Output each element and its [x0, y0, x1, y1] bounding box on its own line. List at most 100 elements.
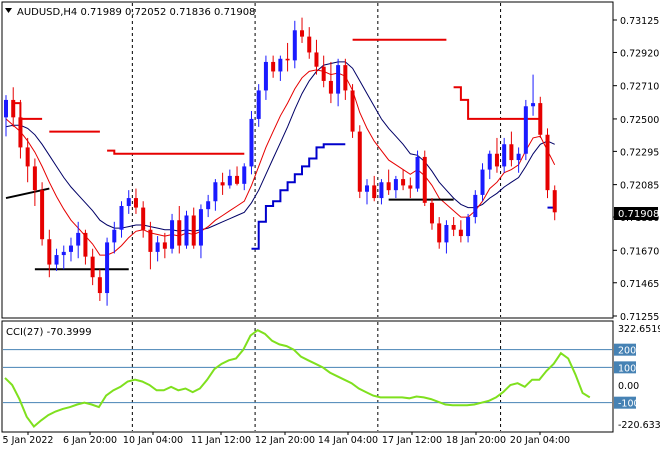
cci-axis-label-2: 100 [618, 363, 636, 374]
candle-body-67 [487, 153, 492, 170]
candle-9 [68, 237, 73, 262]
candle-18 [133, 188, 138, 214]
candle-body-24 [177, 220, 182, 246]
candle-body-55 [401, 179, 406, 186]
candle-body-15 [112, 229, 117, 243]
candle-body-1 [11, 99, 16, 118]
candle-body-39 [285, 58, 290, 61]
candle-11 [83, 229, 88, 265]
candle-body-14 [105, 242, 110, 294]
candle-body-46 [336, 65, 341, 94]
candle-body-61 [444, 224, 449, 243]
candle-body-71 [516, 153, 521, 161]
candle-body-21 [155, 242, 160, 252]
candle-2 [18, 99, 23, 159]
candle-26 [191, 207, 196, 249]
candle-23 [170, 213, 175, 254]
candle-body-53 [386, 182, 391, 191]
candle-body-47 [343, 65, 348, 91]
candle-body-72 [523, 106, 528, 154]
candle-42 [307, 27, 312, 59]
candle-body-12 [90, 256, 95, 278]
candle-30 [220, 172, 225, 195]
candle-body-58 [422, 156, 427, 203]
candle-54 [393, 175, 398, 199]
candle-body-16 [119, 205, 124, 230]
candle-24 [177, 205, 182, 254]
candle-body-31 [227, 175, 232, 186]
price-tick-label-0: 0.73125 [620, 16, 659, 27]
candle-body-54 [393, 179, 398, 191]
candle-body-29 [213, 182, 218, 202]
cci-level-tag-1 [614, 343, 636, 356]
candle-69 [502, 137, 507, 173]
candle-55 [401, 169, 406, 191]
candle-body-68 [494, 153, 499, 167]
candle-15 [112, 221, 117, 254]
candle-65 [473, 190, 478, 224]
candle-body-42 [307, 36, 312, 53]
header-dropdown-icon[interactable] [5, 8, 12, 13]
candle-body-11 [83, 232, 88, 257]
candle-31 [227, 169, 232, 189]
candle-58 [422, 150, 427, 206]
candle-body-76 [552, 190, 557, 213]
candle-body-43 [314, 52, 319, 67]
cci-axis-label-3: 0.00 [618, 381, 639, 392]
candle-body-30 [220, 182, 225, 186]
candle-32 [235, 166, 240, 186]
candle-72 [523, 99, 528, 161]
candle-7 [54, 248, 59, 271]
cci-label: CCI(27) -70.3999 [6, 327, 92, 338]
candle-6 [47, 229, 52, 278]
candle-25 [184, 210, 189, 249]
candle-10 [76, 221, 81, 259]
candle-37 [271, 55, 276, 78]
candle-body-6 [47, 239, 52, 265]
candle-14 [105, 237, 110, 306]
candle-body-60 [437, 223, 442, 243]
candle-body-69 [502, 144, 507, 167]
candle-body-62 [451, 224, 456, 230]
candle-body-45 [328, 80, 333, 94]
candle-20 [148, 221, 153, 270]
stop-segment-5 [453, 86, 541, 120]
price-tick-label-2: 0.72710 [620, 82, 659, 93]
candle-19 [141, 201, 146, 238]
candle-38 [278, 55, 283, 81]
candle-body-3 [25, 147, 30, 167]
candle-body-59 [429, 202, 434, 224]
candle-27 [198, 204, 203, 259]
candle-body-34 [249, 118, 254, 167]
candle-13 [97, 269, 102, 301]
price-tick-label-7: 0.71670 [620, 246, 659, 257]
stop-segment-0 [13, 102, 43, 120]
candle-body-18 [133, 198, 138, 208]
candle-body-36 [263, 61, 268, 91]
candle-body-57 [415, 156, 420, 189]
price-tick-label-9: 0.71255 [620, 312, 659, 323]
candle-8 [61, 245, 66, 270]
candle-body-4 [32, 166, 37, 191]
candle-66 [480, 163, 485, 202]
candle-body-13 [97, 277, 102, 294]
candle-74 [538, 96, 543, 138]
time-label-0: 5 Jan 2022 [3, 435, 54, 446]
candle-57 [415, 150, 420, 192]
candle-61 [444, 220, 449, 254]
candle-51 [372, 175, 377, 202]
candle-21 [155, 236, 160, 262]
candle-39 [285, 42, 290, 72]
candle-73 [531, 74, 536, 116]
price-tick-label-3: 0.72500 [620, 115, 659, 126]
time-label-1: 6 Jan 20:00 [63, 435, 117, 446]
stop-segment-2 [107, 149, 245, 155]
candle-body-17 [126, 198, 131, 206]
stop-segment-3 [251, 143, 346, 250]
candle-body-56 [408, 185, 413, 189]
candle-56 [408, 177, 413, 199]
candle-body-33 [242, 166, 247, 184]
cci-line [4, 329, 591, 428]
candle-body-35 [256, 90, 261, 119]
